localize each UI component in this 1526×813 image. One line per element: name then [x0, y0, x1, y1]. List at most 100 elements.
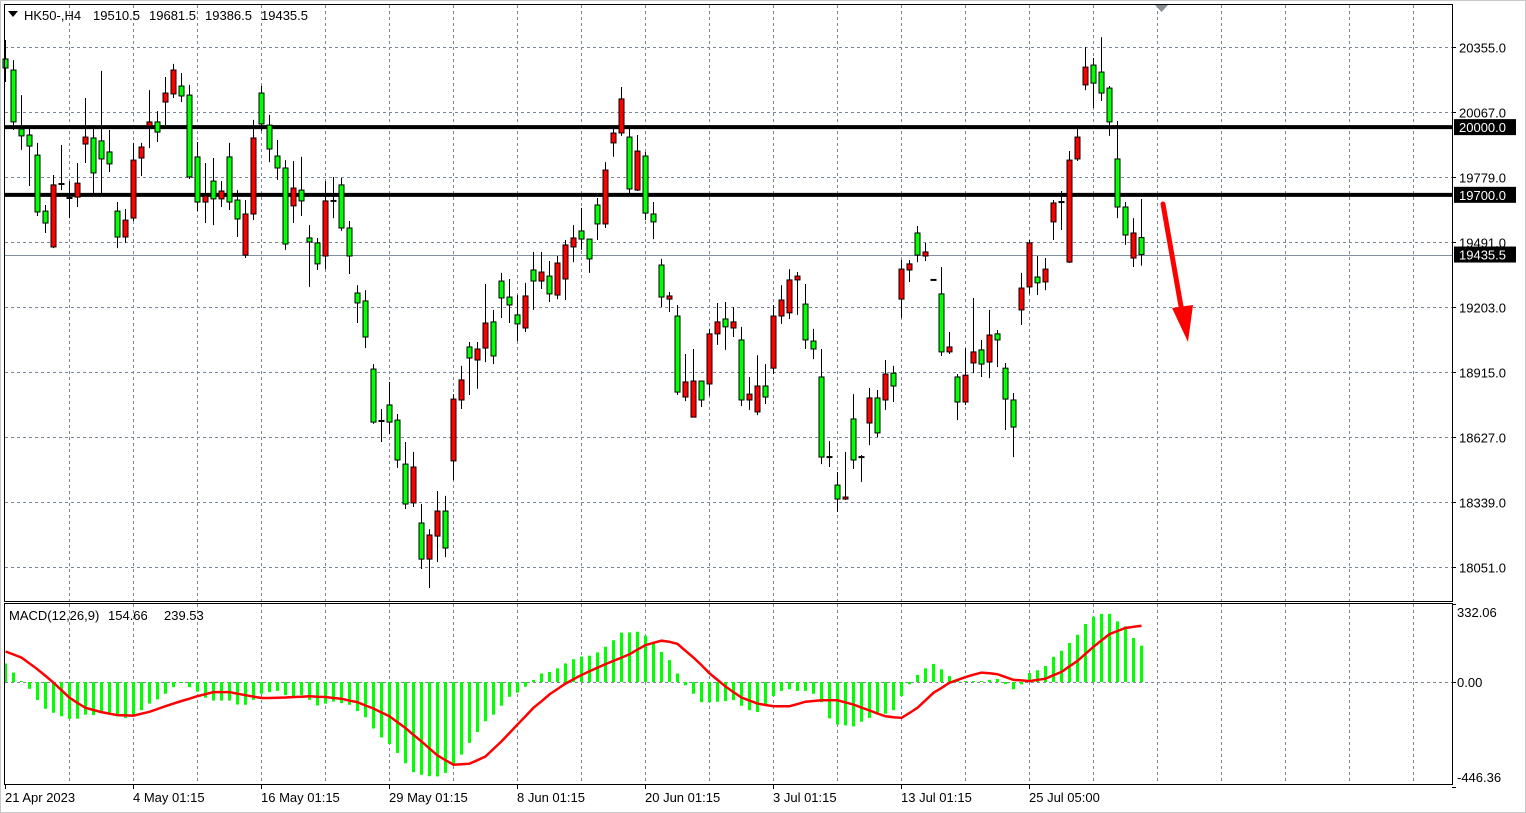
price-axis-label: 18627.0: [1459, 431, 1506, 446]
candle-body: [538, 271, 545, 282]
candle-body: [578, 230, 585, 240]
candle-body: [258, 92, 265, 125]
macd-histogram-bar: [308, 682, 311, 700]
macd-histogram-bar: [92, 682, 95, 716]
down-arrow-annotation[interactable]: [1160, 201, 1193, 342]
candle: [114, 202, 121, 249]
candle: [770, 304, 777, 375]
macd-histogram-bar: [780, 682, 783, 691]
candle: [634, 135, 641, 191]
macd-histogram-bar: [140, 682, 143, 711]
time-axis-label: 25 Jul 05:00: [1029, 790, 1100, 805]
candle-body: [90, 137, 97, 174]
candle-body: [386, 404, 393, 423]
candle: [994, 330, 1001, 368]
macd-histogram-bar: [100, 682, 103, 713]
candle-body: [778, 299, 785, 317]
candle-body: [1026, 242, 1033, 288]
macd-histogram-bar: [500, 682, 503, 706]
level-price-label: 19700.0: [1459, 188, 1506, 203]
candle: [1058, 190, 1065, 231]
candle: [922, 242, 929, 261]
candle: [658, 258, 665, 307]
candle: [834, 471, 841, 512]
candle-body: [170, 69, 177, 95]
macd-histogram-bar: [436, 682, 439, 777]
symbol-timeframe: HK50-,H4: [24, 8, 81, 23]
candle: [802, 283, 809, 349]
macd-histogram-bar: [404, 682, 407, 764]
candle: [26, 128, 33, 187]
candle: [106, 130, 113, 173]
macd-histogram-bar: [924, 668, 927, 682]
candle: [498, 272, 505, 319]
candle-body: [370, 368, 377, 423]
candle: [618, 86, 625, 136]
candle: [450, 394, 457, 481]
chart-shift-marker-icon[interactable]: [1155, 5, 1168, 12]
candle: [298, 156, 305, 217]
macd-histogram-bar: [876, 682, 879, 715]
macd-histogram-bar: [60, 682, 63, 717]
candle: [1090, 58, 1097, 108]
candle: [58, 144, 65, 191]
ohlc-low: 19386.5: [205, 8, 252, 23]
candle-body: [690, 380, 697, 418]
macd-histogram-bar: [892, 682, 895, 711]
macd-histogram-bar: [764, 682, 767, 705]
macd-histogram-bar: [84, 682, 87, 715]
macd-histogram-bar: [28, 682, 31, 689]
macd-histogram-bar: [1028, 673, 1031, 682]
candle-body: [1034, 276, 1041, 284]
candle: [434, 490, 441, 563]
macd-histogram-bar: [692, 682, 695, 694]
candle: [490, 309, 497, 365]
dropdown-triangle-icon[interactable]: [8, 11, 18, 17]
macd-histogram-bar: [564, 663, 567, 682]
macd-histogram-bar: [1132, 638, 1135, 682]
macd-histogram-bar: [340, 682, 343, 704]
candle-body: [946, 346, 953, 353]
candle-body: [530, 269, 537, 282]
candle-body: [882, 373, 889, 401]
candle: [354, 285, 361, 324]
macd-histogram-bar: [468, 682, 471, 743]
candle: [778, 285, 785, 324]
macd-histogram-bar: [508, 682, 511, 697]
candle-body: [674, 315, 681, 393]
candle: [866, 388, 873, 446]
candle: [90, 125, 97, 194]
candle: [250, 119, 257, 221]
candle: [818, 348, 825, 465]
candle: [514, 295, 521, 342]
price-axis-label: 18339.0: [1459, 496, 1506, 511]
macd-histogram-bar: [980, 681, 983, 682]
candle-body: [18, 128, 25, 137]
candle: [594, 197, 601, 240]
candle: [322, 181, 329, 270]
candle: [426, 529, 433, 588]
macd-histogram-bar: [996, 678, 999, 682]
time-axis-label: 4 May 01:15: [133, 790, 205, 805]
candle: [530, 251, 537, 310]
ohlc-open: 19510.5: [93, 8, 140, 23]
candle: [666, 291, 673, 312]
candle: [746, 376, 753, 410]
macd-histogram-bar: [428, 682, 431, 777]
arrow-shaft: [1160, 201, 1185, 315]
macd-histogram-bar: [316, 682, 319, 706]
candle-body: [714, 321, 721, 335]
macd-histogram-bar: [396, 682, 399, 753]
candle: [370, 364, 377, 424]
candle: [1082, 47, 1089, 91]
time-axis-label: 16 May 01:15: [261, 790, 340, 805]
candle: [1114, 121, 1121, 219]
candle-body: [106, 151, 113, 165]
macd-histogram-bar: [844, 682, 847, 726]
candle: [418, 504, 425, 570]
candle: [378, 409, 385, 442]
candle-body: [1106, 87, 1113, 123]
time-axis-label: 29 May 01:15: [389, 790, 468, 805]
macd-axis-label: -446.36: [1457, 770, 1501, 785]
